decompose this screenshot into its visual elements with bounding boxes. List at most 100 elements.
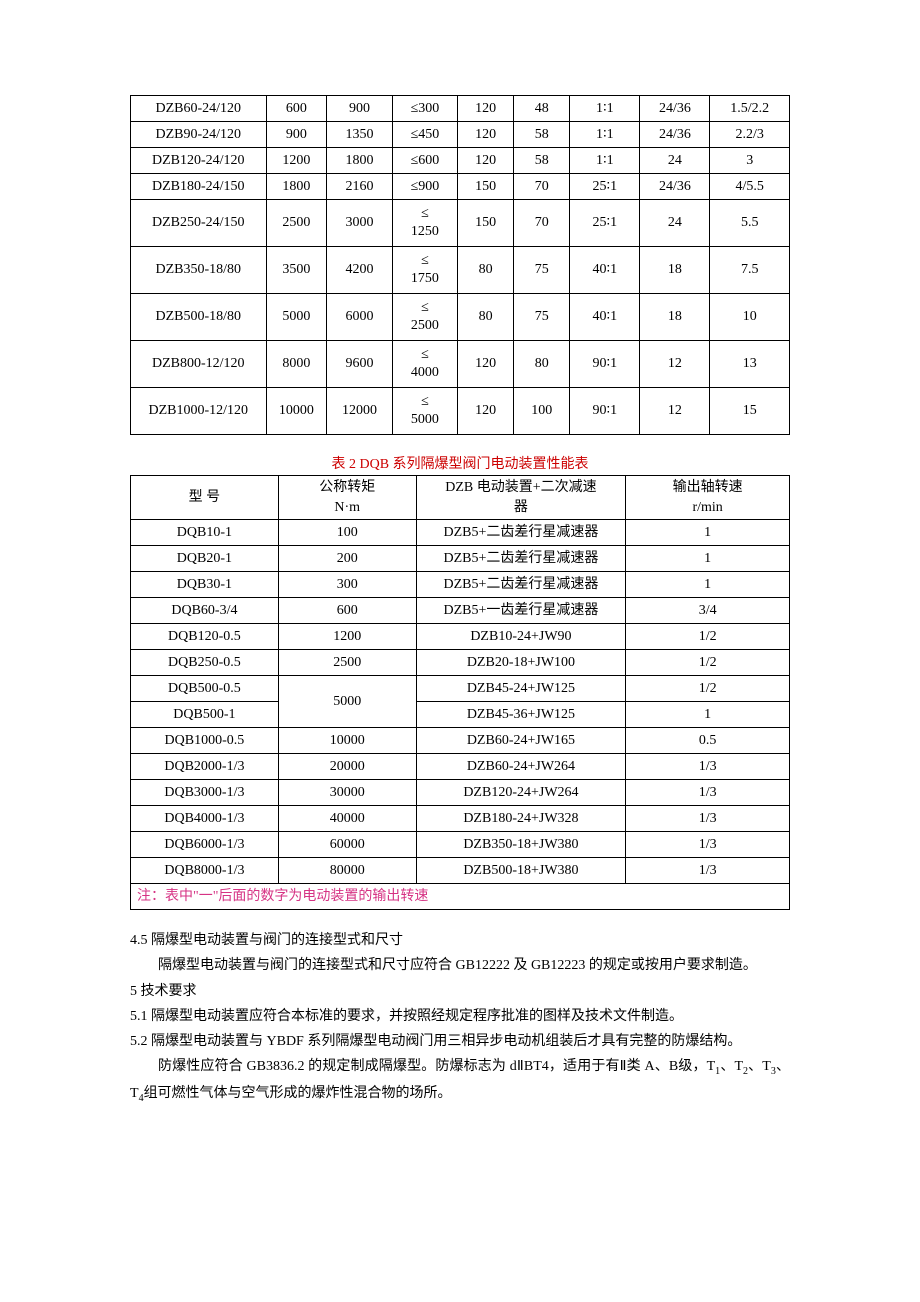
table-cell: DZB5+一齿差行星减速器 bbox=[416, 598, 626, 624]
table-cell: 48 bbox=[514, 96, 570, 122]
table-cell: DZB1000-12/120 bbox=[131, 388, 267, 435]
table-cell: 80000 bbox=[278, 858, 416, 884]
table-cell: 24/36 bbox=[640, 174, 710, 200]
para-5-2b: 防爆性应符合 GB3836.2 的规定制成隔爆型。防爆标志为 dⅡBT4，适用于… bbox=[130, 1054, 790, 1108]
table-cell: 10000 bbox=[278, 728, 416, 754]
table-cell: 900 bbox=[327, 96, 392, 122]
table-cell: 40∶1 bbox=[570, 294, 640, 341]
table-cell: DZB5+二齿差行星减速器 bbox=[416, 520, 626, 546]
table-cell: 1∶1 bbox=[570, 96, 640, 122]
para-4-5: 4.5 隔爆型电动装置与阀门的连接型式和尺寸 bbox=[130, 928, 790, 953]
table-cell: DQB1000-0.5 bbox=[131, 728, 279, 754]
table-cell: DZB350-18+JW380 bbox=[416, 832, 626, 858]
table-cell: 20000 bbox=[278, 754, 416, 780]
table-cell: DZB250-24/150 bbox=[131, 200, 267, 247]
table-cell: 1/3 bbox=[626, 780, 790, 806]
table-cell: 75 bbox=[514, 247, 570, 294]
table-cell: 12000 bbox=[327, 388, 392, 435]
table-cell: 58 bbox=[514, 122, 570, 148]
table-cell: DZB500-18/80 bbox=[131, 294, 267, 341]
table-cell: 100 bbox=[278, 520, 416, 546]
table-cell: DZB90-24/120 bbox=[131, 122, 267, 148]
table-cell: 1/3 bbox=[626, 832, 790, 858]
table-cell: 75 bbox=[514, 294, 570, 341]
table-cell: 300 bbox=[278, 572, 416, 598]
table-cell: DZB800-12/120 bbox=[131, 341, 267, 388]
table-cell: 3/4 bbox=[626, 598, 790, 624]
table-cell: DZB500-18+JW380 bbox=[416, 858, 626, 884]
table-cell: ≤ 1250 bbox=[392, 200, 457, 247]
table-cell: 3500 bbox=[266, 247, 327, 294]
para-5-1: 5.1 隔爆型电动装置应符合本标准的要求，并按照经规定程序批准的图样及技术文件制… bbox=[130, 1004, 790, 1029]
table-cell: 10000 bbox=[266, 388, 327, 435]
t2-header-device: DZB 电动装置+二次减速 器 bbox=[416, 476, 626, 520]
table-cell: 1/2 bbox=[626, 624, 790, 650]
table-cell: 7.5 bbox=[710, 247, 790, 294]
table-cell: 1 bbox=[626, 572, 790, 598]
para-5: 5 技术要求 bbox=[130, 979, 790, 1004]
table-cell: DQB120-0.5 bbox=[131, 624, 279, 650]
table-cell: 1/3 bbox=[626, 858, 790, 884]
table-cell: 150 bbox=[458, 200, 514, 247]
table-cell: DZB10-24+JW90 bbox=[416, 624, 626, 650]
table-cell: ≤900 bbox=[392, 174, 457, 200]
table-cell: 18 bbox=[640, 247, 710, 294]
table-cell: 150 bbox=[458, 174, 514, 200]
table-cell: DQB2000-1/3 bbox=[131, 754, 279, 780]
table-cell: 120 bbox=[458, 122, 514, 148]
t2-header-model: 型 号 bbox=[131, 476, 279, 520]
table-cell: 60000 bbox=[278, 832, 416, 858]
table-cell: 25∶1 bbox=[570, 174, 640, 200]
table-cell: 1800 bbox=[327, 148, 392, 174]
table-cell: 120 bbox=[458, 148, 514, 174]
table-cell: 12 bbox=[640, 388, 710, 435]
table-cell: 120 bbox=[458, 96, 514, 122]
table-cell: DQB6000-1/3 bbox=[131, 832, 279, 858]
table-cell: 2160 bbox=[327, 174, 392, 200]
para-5-2: 5.2 隔爆型电动装置与 YBDF 系列隔爆型电动阀门用三相异步电动机组装后才具… bbox=[130, 1029, 790, 1054]
table-cell: 2500 bbox=[266, 200, 327, 247]
table-cell: 5.5 bbox=[710, 200, 790, 247]
table-cell: ≤ 2500 bbox=[392, 294, 457, 341]
table-cell: 4/5.5 bbox=[710, 174, 790, 200]
table-cell: 1 bbox=[626, 520, 790, 546]
table-cell: 70 bbox=[514, 200, 570, 247]
table-cell: ≤450 bbox=[392, 122, 457, 148]
table-cell: ≤ 4000 bbox=[392, 341, 457, 388]
table-cell: DQB8000-1/3 bbox=[131, 858, 279, 884]
table-cell: 1∶1 bbox=[570, 148, 640, 174]
table-cell: 600 bbox=[278, 598, 416, 624]
table-cell: 200 bbox=[278, 546, 416, 572]
table-cell: 1/2 bbox=[626, 676, 790, 702]
table-cell: 80 bbox=[458, 247, 514, 294]
table-cell: ≤ 5000 bbox=[392, 388, 457, 435]
table-cell: DQB500-1 bbox=[131, 702, 279, 728]
table-cell: 70 bbox=[514, 174, 570, 200]
table-cell: 0.5 bbox=[626, 728, 790, 754]
table-cell: 1∶1 bbox=[570, 122, 640, 148]
table-cell: DZB350-18/80 bbox=[131, 247, 267, 294]
table-cell: DQB20-1 bbox=[131, 546, 279, 572]
table-cell: 12 bbox=[640, 341, 710, 388]
para-4-5-body: 隔爆型电动装置与阀门的连接型式和尺寸应符合 GB12222 及 GB12223 … bbox=[130, 953, 790, 978]
table-cell: 120 bbox=[458, 388, 514, 435]
table-cell: 1.5/2.2 bbox=[710, 96, 790, 122]
table-cell: 1/3 bbox=[626, 754, 790, 780]
table-cell: 1/3 bbox=[626, 806, 790, 832]
table-cell: 1800 bbox=[266, 174, 327, 200]
table-cell: 15 bbox=[710, 388, 790, 435]
t2-header-speed: 输出轴转速 r/min bbox=[626, 476, 790, 520]
table-cell: DZB60-24+JW264 bbox=[416, 754, 626, 780]
spec-table-2: 型 号 公称转矩 N·m DZB 电动装置+二次减速 器 输出轴转速 r/min… bbox=[130, 475, 790, 910]
table-cell: DQB3000-1/3 bbox=[131, 780, 279, 806]
table-cell: 5000 bbox=[266, 294, 327, 341]
table-cell: DQB4000-1/3 bbox=[131, 806, 279, 832]
table-cell: DQB30-1 bbox=[131, 572, 279, 598]
table-cell: 24 bbox=[640, 148, 710, 174]
table-cell: ≤300 bbox=[392, 96, 457, 122]
table-cell: DZB120-24/120 bbox=[131, 148, 267, 174]
table-cell: 900 bbox=[266, 122, 327, 148]
table-cell: 40000 bbox=[278, 806, 416, 832]
spec-table-1: DZB60-24/120600900≤300120481∶124/361.5/2… bbox=[130, 95, 790, 435]
table-cell: 6000 bbox=[327, 294, 392, 341]
